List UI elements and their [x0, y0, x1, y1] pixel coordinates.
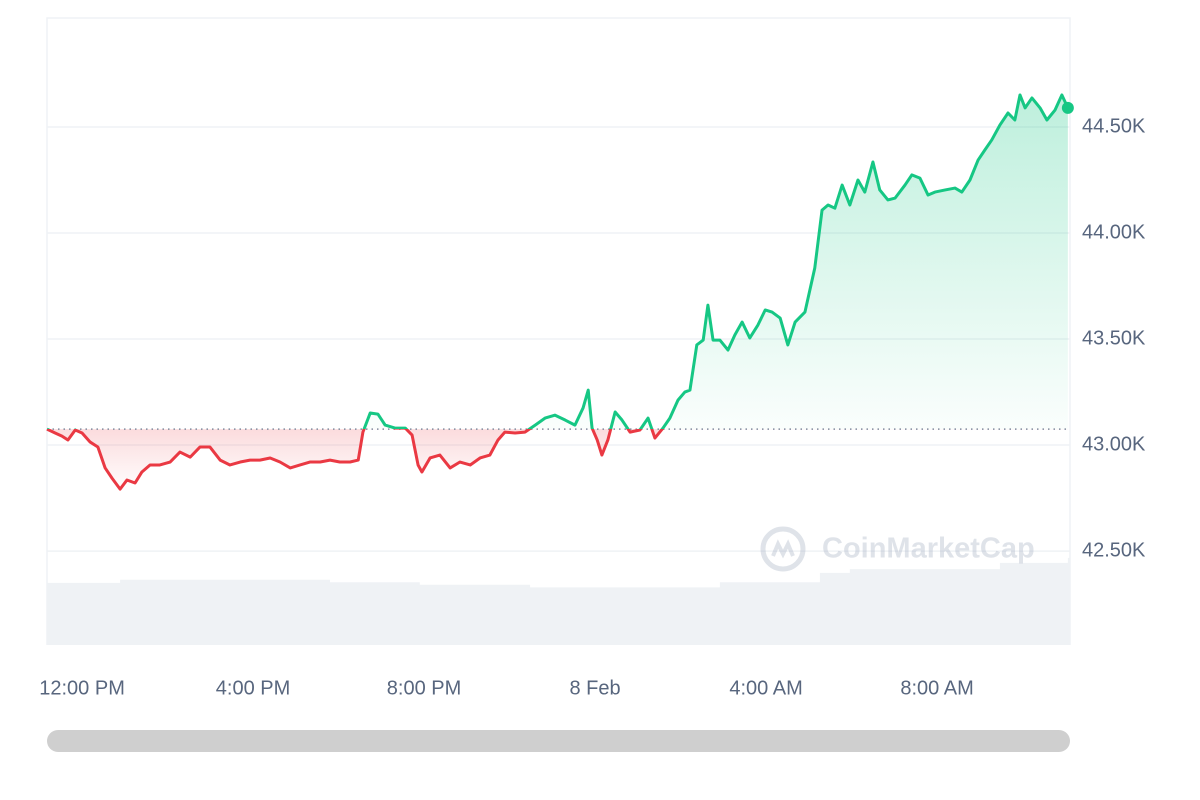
watermark-logo-mark: [771, 539, 795, 559]
y-tick-label: 44.50K: [1082, 115, 1146, 137]
watermark-text: CoinMarketCap: [822, 533, 1035, 565]
y-tick-label: 43.00K: [1082, 433, 1146, 455]
price-line: [46, 93, 1070, 491]
y-tick-label: 44.00K: [1082, 221, 1146, 243]
x-tick-label: 8:00 AM: [900, 677, 973, 699]
plot-frame: [46, 17, 1071, 645]
price-area: [47, 94, 1068, 490]
x-tick-label: 4:00 AM: [729, 677, 802, 699]
x-tick-label: 8 Feb: [569, 677, 620, 699]
volume-area: [47, 557, 1070, 645]
y-tick-label: 43.50K: [1082, 327, 1146, 349]
watermark: CoinMarketCap: [760, 526, 1035, 572]
x-tick-label: 4:00 PM: [216, 677, 290, 699]
x-tick-label: 8:00 PM: [387, 677, 461, 699]
last-point: [1061, 101, 1074, 114]
scrollbar[interactable]: [47, 730, 1070, 752]
y-tick-label: 42.50K: [1082, 539, 1146, 561]
watermark-logo: [760, 526, 806, 572]
x-tick-label: 12:00 PM: [39, 677, 125, 699]
